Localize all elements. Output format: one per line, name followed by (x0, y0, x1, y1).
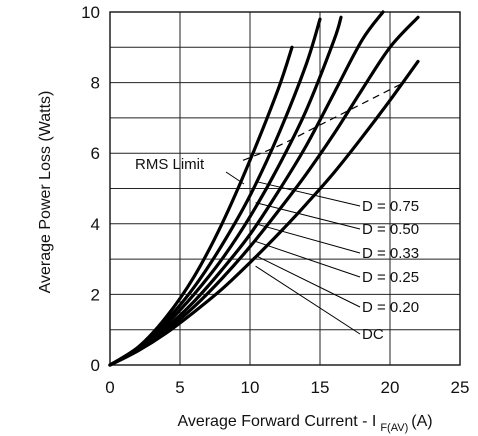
series-line-d-0-50 (108, 17, 322, 367)
rms-limit-label: RMS Limit (135, 156, 205, 173)
series-line-dc (108, 59, 420, 367)
axes (109, 11, 461, 366)
rms-limit-curve (242, 82, 405, 161)
x-axis-title-main: Average Forward Current - I (177, 413, 376, 430)
curve-label-leader (255, 202, 361, 230)
curve-label-leader (255, 265, 361, 335)
y-tick-label: 2 (91, 285, 100, 304)
curve-label: DC (362, 326, 384, 343)
x-axis-title: Average Forward Current - I F(AV) (A) (177, 413, 432, 434)
x-tick-label: 10 (241, 378, 260, 397)
y-axis-title: Average Power Loss (Watts) (37, 91, 54, 294)
x-axis-title-unit: (A) (411, 413, 432, 430)
curve-label: D = 0.33 (362, 245, 419, 262)
curve-label-leaders (255, 180, 361, 335)
curve-label: D = 0.50 (362, 221, 419, 238)
x-axis-title-subscript: F(AV) (380, 422, 408, 434)
tick-labels: 0 5 10 15 20 25 0 2 4 6 8 10 (81, 3, 469, 397)
series-line-d-0-75 (108, 45, 294, 367)
series-line-d-0-33 (108, 15, 343, 367)
plot-frame (109, 11, 461, 366)
x-tick-label: 0 (105, 378, 114, 397)
x-tick-label: 20 (381, 378, 400, 397)
curve-label: D = 0.25 (362, 269, 419, 286)
curve-label-leader (255, 240, 361, 278)
curve-label-leader (255, 255, 361, 308)
curve-label-leader (255, 223, 361, 254)
curve-label-leader (255, 180, 361, 207)
curves (108, 10, 420, 367)
rms-limit-leader (225, 171, 245, 185)
y-tick-label: 10 (81, 3, 100, 22)
rms-limit-line (225, 82, 405, 185)
curve-labels: D = 0.75 D = 0.50 D = 0.33 D = 0.25 D = 0.20… (362, 198, 419, 343)
y-tick-label: 6 (91, 144, 100, 163)
y-tick-label: 4 (91, 215, 100, 234)
y-tick-label: 8 (91, 74, 100, 93)
y-tick-label: 0 (91, 356, 100, 375)
series-line-d-0-20 (108, 15, 420, 367)
x-tick-label: 5 (175, 378, 184, 397)
x-tick-label: 15 (311, 378, 330, 397)
curve-label: D = 0.20 (362, 299, 419, 316)
x-tick-label: 25 (451, 378, 470, 397)
curve-label: D = 0.75 (362, 198, 419, 215)
